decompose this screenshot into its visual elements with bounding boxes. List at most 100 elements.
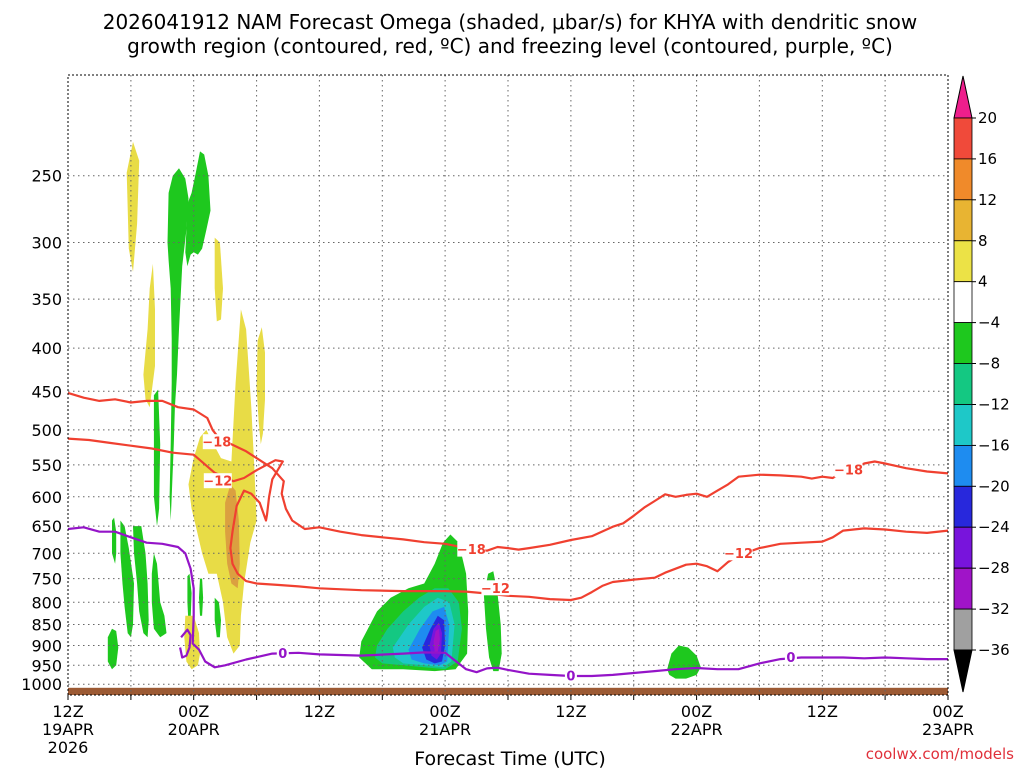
contour-label-extra-3: −12 [724, 547, 753, 562]
contour-label-1: −12 [203, 475, 232, 490]
contour-line-0-3 [179, 628, 192, 659]
x-tick-label-36-0: 00Z [429, 702, 460, 721]
colorbar-label-7: −12 [978, 396, 1010, 414]
colorbar-bottom-arrow [953, 649, 973, 693]
colorbar-segment-10 [953, 526, 973, 569]
y-tick-label-250: 250 [31, 167, 62, 186]
x-tick-label-72-0: 12Z [807, 702, 838, 721]
colorbar-segment-6 [953, 363, 973, 405]
omega-region--4-13 [133, 526, 149, 638]
contour-label-extra-5: 0 [786, 651, 795, 666]
x-tick-label-60-0: 00Z [681, 702, 712, 721]
colorbar-segment-7 [953, 404, 973, 446]
omega-region--4-26 [667, 645, 701, 679]
contour-label-extra-2: −18 [834, 464, 863, 479]
colorbar-segment-4 [953, 281, 973, 324]
contour-label-extra-0: −18 [457, 543, 486, 558]
contour-label-0: −18 [202, 436, 231, 451]
y-tick-label-300: 300 [31, 234, 62, 253]
x-tick-label-0-0: 12Z [52, 702, 83, 721]
x-tick-label-48-0: 12Z [555, 702, 586, 721]
plot-area: −18 −12 0 −18 −12 −18 −12 0 0 [67, 74, 949, 696]
omega-region-4-4 [214, 237, 223, 322]
contour-label-0-bg [202, 434, 231, 450]
omega-region--4-17 [214, 597, 221, 638]
colorbar-segment-8 [953, 444, 973, 487]
colorbar-label-2: 12 [978, 191, 997, 209]
omega-region--4-10 [107, 628, 119, 670]
colorbar-label-11: −28 [978, 559, 1010, 577]
colorbar-segment-0 [953, 117, 973, 160]
y-tick-label-950: 950 [31, 656, 62, 675]
x-tick-label-84-1: 23APR [922, 720, 974, 739]
contour-label-extra-1: −12 [481, 582, 510, 597]
x-tick-label-0-2: 2026 [48, 738, 89, 757]
x-tick-label-12-0: 00Z [178, 702, 209, 721]
y-tick-label-800: 800 [31, 593, 62, 612]
y-axis-pressure-labels: 250 300 350 400 450 500 550 600 650 700 750 800 850 9… [21, 167, 62, 695]
colorbar-label-13: −36 [978, 641, 1010, 659]
y-tick-label-350: 350 [31, 290, 62, 309]
x-tick-label-36-1: 21APR [419, 720, 471, 739]
omega-region-4-0 [126, 141, 140, 272]
y-tick-label-500: 500 [31, 421, 62, 440]
colorbar-label-1: 16 [978, 150, 997, 168]
omega-region--4-15 [199, 578, 204, 616]
x-tick-label-0-1: 19APR [42, 720, 94, 739]
omega-region--4-12 [120, 520, 134, 638]
colorbar-segment-3 [953, 240, 973, 283]
colorbar-segment-1 [953, 158, 973, 201]
omega-region-4-1 [143, 263, 155, 408]
omega-region--4-3 [185, 151, 211, 267]
x-tick-label-84-0: 00Z [932, 702, 963, 721]
contour-label-extra-3-bg [724, 545, 753, 561]
y-tick-label-600: 600 [31, 488, 62, 507]
omega-region--4-2 [167, 168, 189, 521]
contour-label-extra-4: 0 [566, 670, 575, 685]
contour-label-extra-4-bg [564, 668, 577, 683]
colorbar-segment-2 [953, 199, 973, 242]
y-tick-label-700: 700 [31, 544, 62, 563]
y-tick-label-650: 650 [31, 517, 62, 536]
colorbar-label-5: −4 [978, 314, 1000, 332]
chart-title-line-2: growth region (contoured, red, ºC) and f… [127, 34, 893, 58]
colorbar-label-3: 8 [978, 232, 988, 250]
colorbar-segment-9 [953, 485, 973, 528]
contour-label-extra-1-bg [481, 580, 510, 596]
contour-label-extra-5-bg [784, 649, 797, 665]
contour-label-2: 0 [278, 647, 287, 662]
y-tick-label-750: 750 [31, 570, 62, 589]
omega-region--4-11 [112, 517, 117, 564]
chart-title-line-1: 2026041912 NAM Forecast Omega (shaded, μ… [103, 10, 918, 34]
colorbar: 20 16 12 8 4 −4 −8 −12 −16 −20 −24 −28 −32 −36 [953, 75, 1010, 693]
colorbar-label-4: 4 [978, 273, 988, 291]
omega-region--4-14 [187, 573, 192, 625]
colorbar-label-12: −32 [978, 600, 1010, 618]
x-tick-label-12-1: 20APR [168, 720, 220, 739]
credit-text: coolwx.com/models [866, 745, 1014, 763]
colorbar-top-arrow [953, 75, 973, 119]
y-tick-label-1000: 1000 [21, 675, 62, 694]
contour-line--18-0 [67, 391, 949, 552]
omega-region--4-8 [153, 389, 161, 527]
contour-label-1-bg [203, 473, 232, 489]
y-tick-label-550: 550 [31, 456, 62, 475]
y-tick-label-900: 900 [31, 637, 62, 656]
colorbar-label-6: −8 [978, 355, 1000, 373]
colorbar-label-9: −20 [978, 477, 1010, 495]
x-axis-title: Forecast Time (UTC) [414, 748, 605, 768]
x-tick-label-24-0: 12Z [304, 702, 335, 721]
contour-label-extra-2-bg [834, 462, 863, 478]
y-tick-label-450: 450 [31, 382, 62, 401]
contour-label-2-bg [276, 645, 289, 661]
colorbar-label-10: −24 [978, 518, 1010, 536]
colorbar-label-0: 20 [978, 109, 997, 127]
contour-line-0-2 [67, 526, 948, 678]
omega-shading [107, 141, 701, 679]
contour-label-extra-0-bg [457, 541, 486, 557]
grid-lines [68, 75, 948, 695]
y-tick-label-400: 400 [31, 339, 62, 358]
colorbar-segment-11 [953, 567, 973, 610]
colorbar-segment-12 [953, 608, 973, 651]
